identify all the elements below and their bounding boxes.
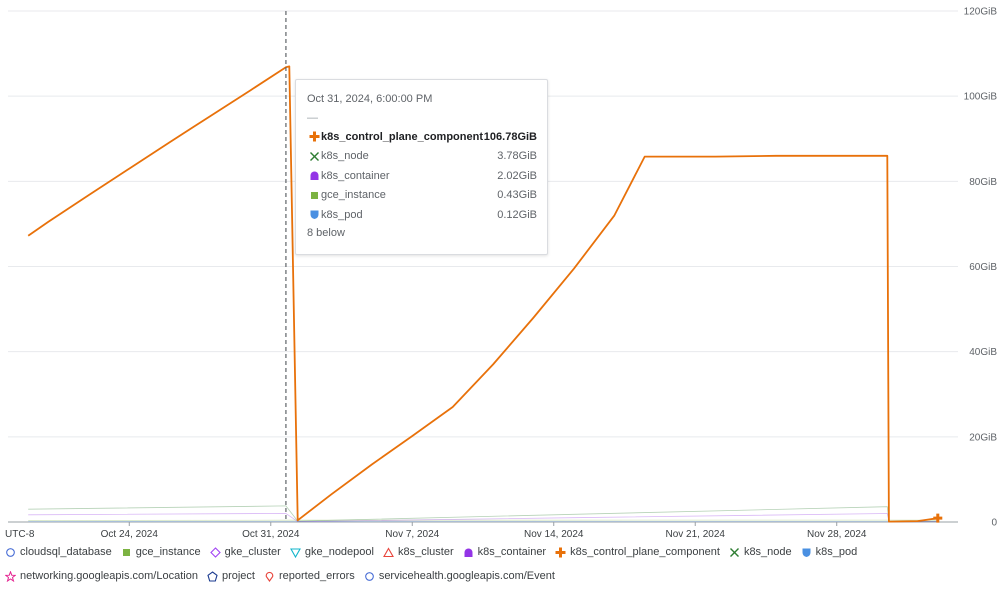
legend-item[interactable]: k8s_node <box>729 542 792 563</box>
tooltip-dash: — <box>307 111 537 127</box>
tooltip-series-name: k8s_container <box>321 170 497 182</box>
tooltip-series-name: k8s_control_plane_component <box>321 131 484 143</box>
tooltip-series-name: gce_instance <box>321 189 497 201</box>
circle-icon <box>5 547 16 558</box>
tooltip-series-name: k8s_pod <box>321 209 497 221</box>
legend-item[interactable]: cloudsql_database <box>5 542 112 563</box>
square-icon <box>121 547 132 558</box>
y-tick-label: 40GiB <box>969 347 997 358</box>
y-tick-label: 80GiB <box>969 177 997 188</box>
arch-icon <box>463 547 474 558</box>
x-icon <box>729 547 740 558</box>
legend-item[interactable]: k8s_cluster <box>383 542 454 563</box>
legend-item[interactable]: networking.googleapis.com/Location <box>5 566 198 587</box>
shield-icon <box>801 547 812 558</box>
tooltip-series-name: k8s_node <box>321 150 497 162</box>
legend-label: gke_nodepool <box>305 542 374 563</box>
legend-label: networking.googleapis.com/Location <box>20 566 198 587</box>
x-tick-label: Nov 7, 2024 <box>385 529 439 540</box>
legend-item[interactable]: gce_instance <box>121 542 201 563</box>
x-tick-label: Nov 21, 2024 <box>665 529 725 540</box>
legend-label: project <box>222 566 255 587</box>
tooltip-time: Oct 31, 2024, 6:00:00 PM <box>307 93 537 105</box>
y-tick-label: 0 <box>991 518 997 529</box>
arch-icon <box>307 170 321 181</box>
y-tick-label: 20GiB <box>969 432 997 443</box>
tooltip-series-value: 0.43GiB <box>497 189 537 201</box>
legend-item[interactable]: k8s_pod <box>801 542 858 563</box>
timezone-label: UTC-8 <box>5 529 35 540</box>
x-icon <box>307 151 321 162</box>
tooltip-more[interactable]: 8 below <box>307 227 537 239</box>
tooltip-series-value: 2.02GiB <box>497 170 537 182</box>
triangle-down-icon <box>290 547 301 558</box>
y-tick-label: 60GiB <box>969 262 997 273</box>
legend-label: k8s_pod <box>816 542 858 563</box>
x-tick-label: Nov 14, 2024 <box>524 529 584 540</box>
legend-label: k8s_container <box>478 542 547 563</box>
hover-tooltip: Oct 31, 2024, 6:00:00 PM — k8s_control_p… <box>295 79 548 255</box>
shield-icon <box>307 209 321 220</box>
triangle-up-icon <box>383 547 394 558</box>
legend-label: gce_instance <box>136 542 201 563</box>
chart-legend: cloudsql_database gce_instance gke_cluster… <box>5 542 1000 590</box>
plus-icon <box>555 547 566 558</box>
square-icon <box>307 190 321 201</box>
pin-icon <box>264 571 275 582</box>
legend-label: k8s_control_plane_component <box>570 542 720 563</box>
legend-label: k8s_node <box>744 542 792 563</box>
pentagon-icon <box>207 571 218 582</box>
legend-item[interactable]: gke_nodepool <box>290 542 374 563</box>
circle-icon <box>364 571 375 582</box>
legend-item[interactable]: gke_cluster <box>210 542 281 563</box>
tooltip-series-value: 3.78GiB <box>497 150 537 162</box>
x-tick-label: Oct 24, 2024 <box>101 529 159 540</box>
legend-label: gke_cluster <box>225 542 281 563</box>
x-tick-label: Oct 31, 2024 <box>242 529 300 540</box>
y-tick-label: 100GiB <box>964 92 998 103</box>
star-icon <box>5 571 16 582</box>
tooltip-series-value: 106.78GiB <box>484 131 537 143</box>
y-axis-ticks: 0 20GiB 40GiB 60GiB 80GiB 100GiB 120GiB <box>964 7 998 529</box>
y-tick-label: 120GiB <box>964 7 998 18</box>
tooltip-series-value: 0.12GiB <box>497 209 537 221</box>
legend-label: reported_errors <box>279 566 355 587</box>
legend-item[interactable]: project <box>207 566 255 587</box>
legend-item[interactable]: k8s_control_plane_component <box>555 542 720 563</box>
x-tick-label: Nov 28, 2024 <box>807 529 867 540</box>
legend-item[interactable]: reported_errors <box>264 566 355 587</box>
plus-icon <box>307 131 321 142</box>
legend-label: cloudsql_database <box>20 542 112 563</box>
legend-label: servicehealth.googleapis.com/Event <box>379 566 555 587</box>
x-axis-ticks: Oct 24, 2024 Oct 31, 2024 Nov 7, 2024 Nov 1… <box>101 522 867 540</box>
diamond-icon <box>210 547 221 558</box>
legend-label: k8s_cluster <box>398 542 454 563</box>
legend-item[interactable]: servicehealth.googleapis.com/Event <box>364 566 555 587</box>
legend-item[interactable]: k8s_container <box>463 542 547 563</box>
